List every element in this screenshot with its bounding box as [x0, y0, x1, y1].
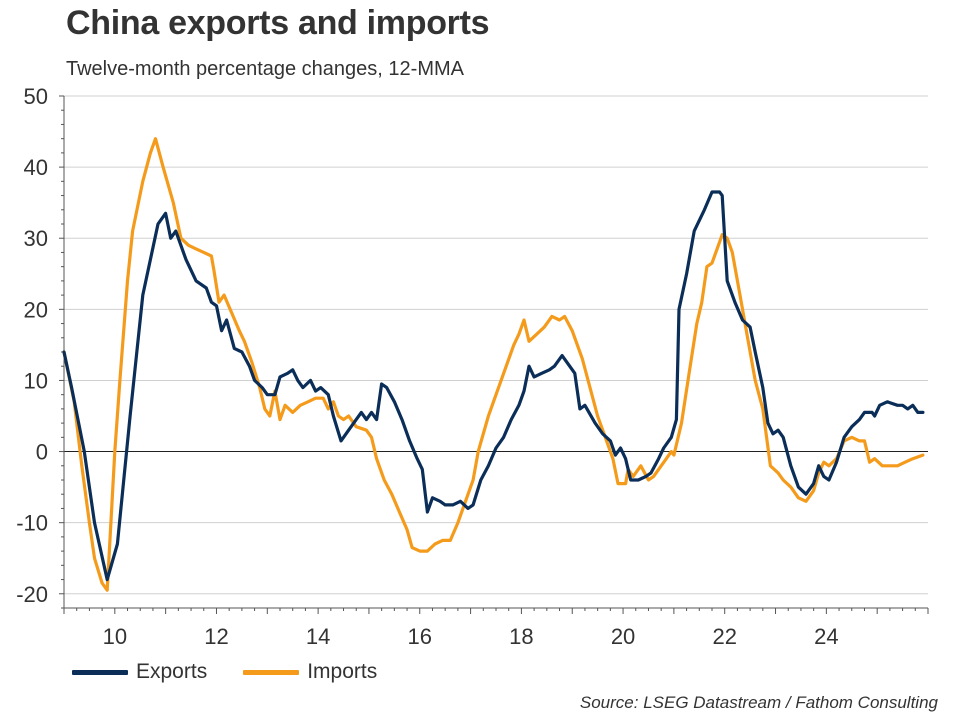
source-note: Source: LSEG Datastream / Fathom Consult…	[579, 693, 938, 712]
y-tick-label-4: 10	[24, 368, 48, 393]
axes	[59, 95, 929, 614]
y-tick-label-0: 50	[24, 84, 48, 109]
y-tick-label-7: -20	[16, 582, 48, 607]
x-tick-label-1: 12	[204, 624, 228, 649]
legend-label-exports: Exports	[136, 660, 208, 683]
y-tick-label-2: 30	[24, 226, 48, 251]
y-tick-label-6: -10	[16, 511, 48, 536]
x-tick-label-5: 20	[611, 624, 635, 649]
legend-label-imports: Imports	[307, 660, 378, 683]
x-tick-label-3: 16	[408, 624, 432, 649]
y-tick-label-5: 0	[36, 440, 48, 465]
legend-swatch-exports	[72, 669, 128, 675]
legend-item-imports: Imports	[243, 660, 377, 684]
series-line-imports	[62, 137, 925, 592]
gridlines	[64, 95, 928, 595]
x-tick-label-6: 22	[712, 624, 736, 649]
x-tick-label-7: 24	[814, 624, 838, 649]
chart-subtitle: Twelve-month percentage changes, 12-MMA	[66, 58, 464, 80]
legend-item-exports: Exports	[72, 660, 207, 684]
series-lines	[62, 137, 925, 592]
y-tick-label-3: 20	[24, 297, 48, 322]
x-tick-label-4: 18	[509, 624, 533, 649]
legend-swatch-imports	[243, 669, 300, 675]
x-tick-label-2: 14	[306, 624, 330, 649]
legend: Exports Imports	[72, 660, 413, 684]
series-line-exports	[62, 190, 925, 582]
x-tick-label-0: 10	[103, 624, 127, 649]
chart-title: China exports and imports	[66, 4, 490, 42]
tick-labels: 50 40 30 20 10 0 -10 -20 10 12 14 16 18 20 22 24	[16, 84, 838, 649]
y-tick-label-1: 40	[24, 155, 48, 180]
